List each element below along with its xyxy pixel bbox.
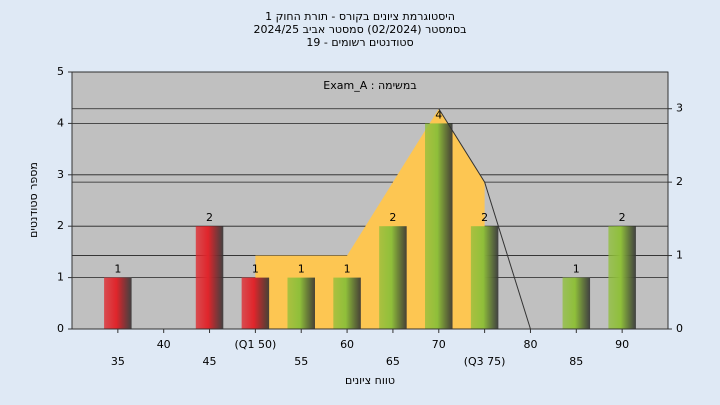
y-axis-label: מספר סטודנטים bbox=[27, 162, 40, 238]
x-axis-label: טווח ציונים bbox=[345, 374, 395, 387]
x-tick-label: (Q3 75) bbox=[464, 355, 506, 368]
chart-subtitle: בסמסטר (02/2024) סמסטר אביב 2024/25 bbox=[253, 23, 466, 36]
y-tick-label: 2 bbox=[57, 219, 64, 232]
chart-subtitle: סטודנטים רשומים - 19 bbox=[306, 36, 413, 49]
value-label: 2 bbox=[481, 211, 488, 224]
x-tick-label: 65 bbox=[386, 355, 400, 368]
bar bbox=[241, 277, 270, 329]
x-tick-label: (Q1 50) bbox=[235, 338, 277, 351]
bar bbox=[470, 226, 499, 329]
value-label: 4 bbox=[435, 108, 442, 121]
x-tick-label: 90 bbox=[615, 338, 629, 351]
x-tick-label: 60 bbox=[340, 338, 354, 351]
value-label: 1 bbox=[252, 263, 259, 276]
chart-title: היסטוגרמת ציונים בקורס - תורת החוק 1 bbox=[265, 10, 455, 23]
y-tick-label: 3 bbox=[57, 168, 64, 181]
x-tick-label: 45 bbox=[203, 355, 217, 368]
bar bbox=[104, 277, 132, 329]
annotation: Exam_A : במשימה bbox=[323, 79, 416, 92]
y2-tick-label: 2 bbox=[676, 175, 683, 188]
y2-tick-label: 0 bbox=[676, 322, 683, 335]
y-tick-label: 1 bbox=[57, 271, 64, 284]
y-tick-label: 5 bbox=[57, 65, 64, 78]
x-tick-label: 40 bbox=[157, 338, 171, 351]
value-label: 1 bbox=[114, 263, 121, 276]
y-tick-label: 0 bbox=[57, 322, 64, 335]
value-label: 1 bbox=[344, 263, 351, 276]
x-tick-label: 85 bbox=[569, 355, 583, 368]
value-label: 1 bbox=[298, 263, 305, 276]
bar bbox=[379, 226, 407, 329]
bar bbox=[287, 277, 315, 329]
value-label: 2 bbox=[619, 211, 626, 224]
bar bbox=[608, 226, 636, 329]
x-tick-label: 80 bbox=[523, 338, 537, 351]
y2-tick-label: 1 bbox=[676, 249, 683, 262]
bar bbox=[333, 277, 361, 329]
value-label: 2 bbox=[389, 211, 396, 224]
x-tick-label: 35 bbox=[111, 355, 125, 368]
bar bbox=[562, 277, 591, 329]
y2-tick-label: 3 bbox=[676, 102, 683, 115]
line bbox=[438, 108, 531, 330]
value-label: 2 bbox=[206, 211, 213, 224]
x-tick-label: 55 bbox=[294, 355, 308, 368]
bar bbox=[425, 123, 453, 330]
bar bbox=[195, 226, 224, 329]
x-tick-label: 70 bbox=[432, 338, 446, 351]
y-tick-label: 4 bbox=[57, 116, 64, 129]
value-label: 1 bbox=[573, 263, 580, 276]
